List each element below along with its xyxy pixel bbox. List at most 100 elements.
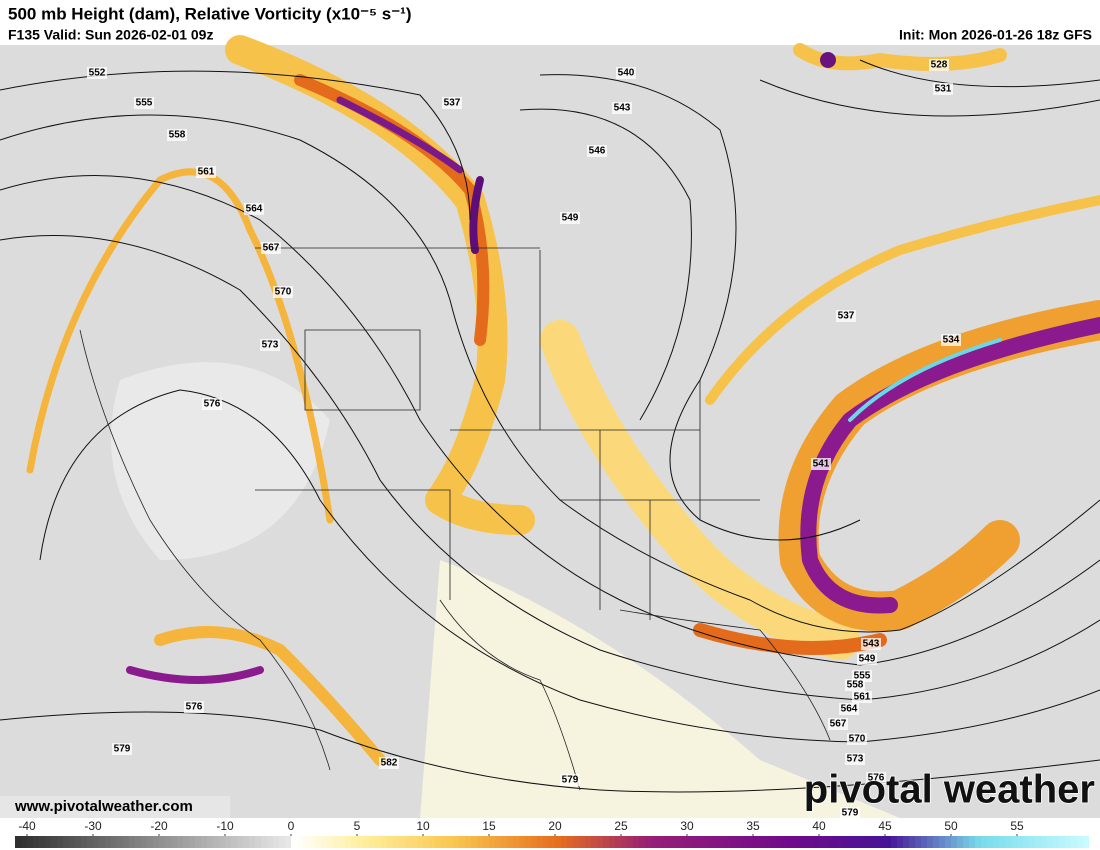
contour-label: 561	[198, 167, 215, 178]
colorbar-segment	[321, 836, 327, 848]
contour-label-bg	[273, 286, 293, 298]
colorbar-segment	[861, 836, 867, 848]
vort-band	[800, 317, 1100, 614]
height-contour	[0, 235, 1100, 701]
contour-label: 537	[444, 98, 461, 109]
colorbar-segment	[153, 836, 159, 848]
colorbar-segment	[477, 836, 483, 848]
colorbar-segment	[681, 836, 687, 848]
colorbar-segment	[507, 836, 513, 848]
contour-label: 579	[114, 744, 131, 755]
colorbar: -40 -30 -20 -10 0 5 10 15 20 25 30 35 40 45 50 55	[15, 819, 1089, 848]
colorbar-segment	[363, 836, 369, 848]
contour-label: 528	[931, 60, 948, 71]
colorbar-segment	[291, 836, 297, 848]
colorbar-segment	[969, 836, 975, 848]
colorbar-segment	[327, 836, 333, 848]
colorbar-segment	[981, 836, 987, 848]
colorbar-segment	[909, 836, 915, 848]
colorbar-tick-label: -30	[84, 819, 102, 833]
height-contour	[539, 74, 861, 541]
contour-label-bg	[811, 458, 831, 470]
contour-label-bg	[167, 129, 187, 141]
colorbar-segment	[399, 836, 405, 848]
colorbar-segment	[183, 836, 189, 848]
colorbar-segment	[1059, 836, 1065, 848]
contour-label-bg	[261, 242, 281, 254]
colorbar-segment	[993, 836, 999, 848]
contour-label-bg	[941, 334, 961, 346]
colorbar-segment	[729, 836, 735, 848]
colorbar-segment	[855, 836, 861, 848]
colorbar-segment	[357, 836, 363, 848]
colorbar-segment	[885, 836, 891, 848]
colorbar-segment	[165, 836, 171, 848]
vort-band	[469, 176, 484, 254]
colorbar-tick-label: 0	[288, 819, 295, 833]
contour-label: 564	[841, 704, 858, 715]
contour-label-bg	[260, 339, 280, 351]
colorbar-segment	[381, 836, 387, 848]
height-contour	[519, 108, 692, 421]
colorbar-segment	[1065, 836, 1071, 848]
title: 500 mb Height (dam), Relative Vorticity …	[8, 4, 412, 23]
colorbar-segment	[567, 836, 573, 848]
contour-label-bg	[861, 638, 881, 650]
colorbar-segment	[531, 836, 537, 848]
map	[0, 35, 1100, 818]
contour-label: 531	[935, 84, 952, 95]
colorbar-tick-label: 40	[812, 819, 826, 833]
contour-label-bg	[442, 97, 462, 109]
colorbar-segment	[711, 836, 717, 848]
colorbar-segment	[705, 836, 711, 848]
colorbar-segment	[789, 836, 795, 848]
colorbar-segment	[267, 836, 273, 848]
contour-label: 561	[854, 692, 871, 703]
colorbar-segment	[903, 836, 909, 848]
colorbar-segment	[945, 836, 951, 848]
colorbar-segment	[447, 836, 453, 848]
colorbar-segment	[429, 836, 435, 848]
contour-label: 540	[618, 68, 635, 79]
colorbar-segment	[123, 836, 129, 848]
contour-label: 567	[263, 243, 280, 254]
colorbar-segment	[201, 836, 207, 848]
colorbar-segment	[27, 836, 33, 848]
colorbar-segment	[51, 836, 57, 848]
colorbar-segment	[483, 836, 489, 848]
contour-label-bg	[616, 67, 636, 79]
contour-label: 558	[169, 130, 186, 141]
colorbar-segment	[927, 836, 933, 848]
colorbar-segment	[1035, 836, 1041, 848]
vort-band	[540, 320, 860, 660]
colorbar-segment	[459, 836, 465, 848]
colorbar-segment	[105, 836, 111, 848]
colorbar-segment	[471, 836, 477, 848]
colorbar-segment	[591, 836, 597, 848]
contour-label-bg	[839, 703, 859, 715]
colorbar-segment	[453, 836, 459, 848]
colorbar-segment	[21, 836, 27, 848]
colorbar-segment	[375, 836, 381, 848]
contour-label-bg	[560, 212, 580, 224]
colorbar-segment	[693, 836, 699, 848]
contour-label-bg	[929, 59, 949, 71]
contour-label: 549	[562, 213, 579, 224]
coastline	[79, 329, 831, 791]
colorbar-segment	[111, 836, 117, 848]
contour-label: 555	[854, 671, 871, 682]
colorbar-segment	[501, 836, 507, 848]
colorbar-segment	[543, 836, 549, 848]
colorbar-segment	[69, 836, 75, 848]
colorbar-segment	[831, 836, 837, 848]
vort-band	[126, 666, 264, 684]
contour-label-bg	[244, 203, 264, 215]
contour-label: 582	[381, 758, 398, 769]
contour-label-bg	[828, 718, 848, 730]
colorbar-segment	[519, 836, 525, 848]
colorbar-segment	[33, 836, 39, 848]
colorbar-segment	[297, 836, 303, 848]
colorbar-segment	[417, 836, 423, 848]
colorbar-segment	[1077, 836, 1083, 848]
